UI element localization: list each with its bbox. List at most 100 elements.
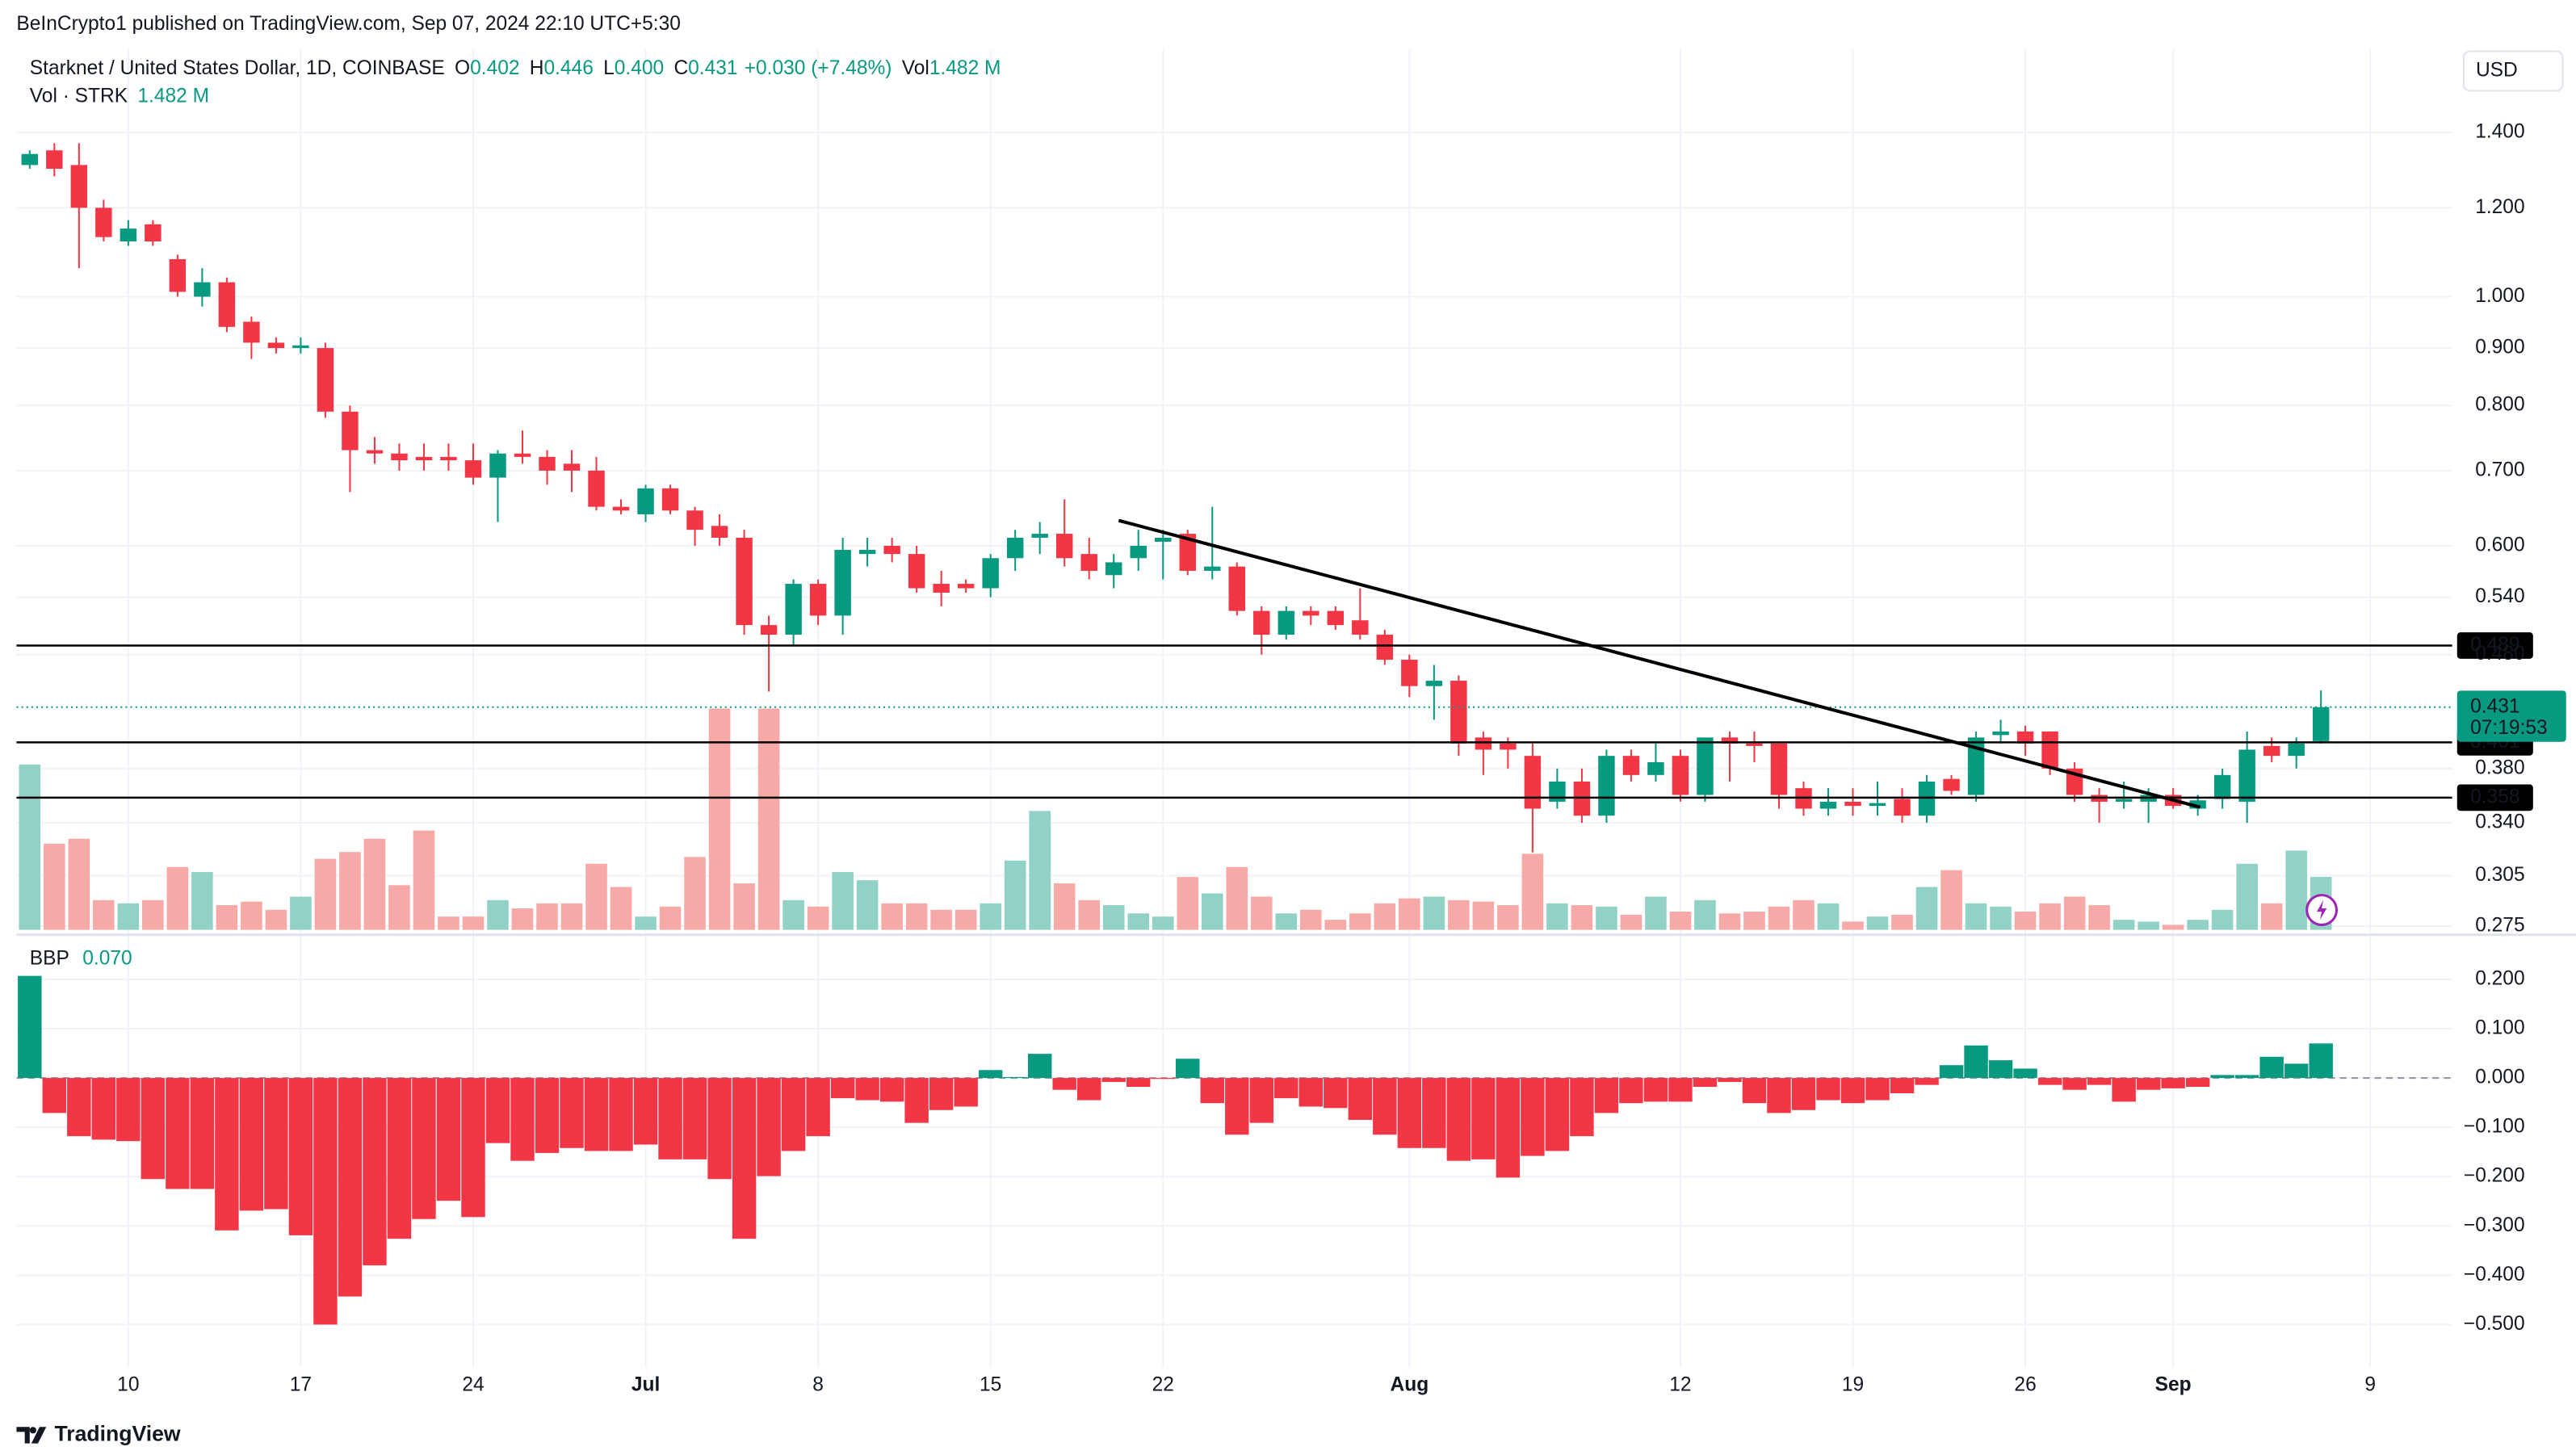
currency-button[interactable] xyxy=(2462,50,2564,92)
candle-body xyxy=(1721,737,1739,744)
y-tick-label: 0.540 xyxy=(2475,585,2524,607)
candle-body xyxy=(1006,537,1024,559)
bbp-bar xyxy=(141,1078,166,1180)
candle-body xyxy=(1894,799,1911,816)
bbp-bar xyxy=(1964,1045,1988,1079)
volume-bar xyxy=(413,830,435,930)
volume-bar xyxy=(2162,925,2184,930)
bbp-bar xyxy=(1619,1078,1643,1104)
currency-label[interactable]: USD xyxy=(2476,59,2518,81)
candle-body xyxy=(1819,801,1837,809)
volume-bar xyxy=(2014,912,2037,930)
flash-icon[interactable] xyxy=(2305,894,2339,926)
legend-value: 0.446 xyxy=(543,57,593,79)
candle-body xyxy=(612,506,630,511)
volume-bar xyxy=(757,708,780,930)
bbp-bar xyxy=(732,1078,757,1239)
volume-bar xyxy=(314,858,337,930)
bbp-bar xyxy=(658,1078,682,1159)
flash-icon-bolt[interactable] xyxy=(2316,899,2327,920)
x-tick-label: 22 xyxy=(1152,1374,1174,1396)
volume-bar xyxy=(1423,896,1445,930)
candle-body xyxy=(1228,566,1245,611)
bbp-bar xyxy=(436,1078,461,1201)
candle-body xyxy=(1105,562,1122,576)
bbp-bar xyxy=(1298,1078,1324,1107)
volume-bar xyxy=(1669,912,1692,930)
volume-bar xyxy=(2039,903,2061,930)
candle-body xyxy=(1327,610,1345,626)
volume-bar xyxy=(241,901,262,930)
volume-value: 1.482 M xyxy=(137,86,209,107)
candle-body xyxy=(1155,537,1172,542)
volume-bar xyxy=(980,903,1001,930)
level-label: 0.489 xyxy=(2470,634,2519,656)
volume-bar xyxy=(339,852,361,930)
y-tick-label: 1.400 xyxy=(2475,121,2524,143)
bbp-bar xyxy=(510,1078,535,1161)
volume-bar xyxy=(44,844,65,930)
y-tick-label: 0.600 xyxy=(2475,534,2524,556)
volume-bar xyxy=(1817,903,1840,930)
volume-bar xyxy=(1768,906,1790,930)
candle-body xyxy=(366,450,384,454)
volume-bar xyxy=(2236,863,2258,930)
bbp-bar xyxy=(1151,1078,1175,1080)
bbp-bar xyxy=(929,1078,954,1110)
volume-bar xyxy=(216,905,238,930)
x-tick-label: 12 xyxy=(1669,1374,1691,1396)
x-tick-label: Jul xyxy=(631,1374,660,1396)
volume-bar xyxy=(1521,853,1544,930)
bbp-bar xyxy=(1397,1078,1422,1148)
bbp-bar xyxy=(2062,1078,2087,1090)
candle-body xyxy=(957,584,975,589)
last-price-box xyxy=(2456,690,2566,742)
candle-body xyxy=(2263,745,2280,757)
volume-bar xyxy=(1620,914,1643,930)
volume-bar xyxy=(1718,913,1741,930)
bbp-bar xyxy=(879,1078,904,1102)
candle-body xyxy=(711,526,728,538)
bbp-bar xyxy=(1200,1078,1224,1104)
legend-volume-value: 1.482 M xyxy=(929,57,1001,79)
candle-body xyxy=(1869,803,1886,807)
y-tick-label: 1.000 xyxy=(2475,285,2524,307)
bbp-bar xyxy=(560,1078,584,1148)
volume-bar xyxy=(1694,899,1716,930)
symbol-title: Starknet / United States Dollar, 1D, COI… xyxy=(30,57,445,79)
candle-body xyxy=(145,224,162,242)
bbp-bar xyxy=(2309,1043,2333,1079)
candle-body xyxy=(661,488,679,511)
candle-body xyxy=(1549,781,1566,802)
bbp-bar xyxy=(682,1078,707,1159)
y-tick-label: −0.300 xyxy=(2464,1214,2525,1236)
candle-body xyxy=(858,550,876,555)
volume-bar xyxy=(635,916,657,930)
candle-body xyxy=(2213,774,2231,799)
bbp-bar xyxy=(2284,1063,2309,1079)
bbp-bar xyxy=(288,1078,313,1235)
legend-value: 0.431 xyxy=(688,57,737,79)
bbp-bar xyxy=(215,1078,239,1231)
volume-bar xyxy=(1226,866,1248,930)
candle-body xyxy=(1500,743,1517,750)
bbp-bar xyxy=(91,1078,116,1140)
bbp-bar xyxy=(1570,1078,1594,1137)
volume-bar xyxy=(290,896,312,930)
volume-bar xyxy=(1965,903,1987,930)
candle-body xyxy=(1179,534,1196,571)
volume-bar xyxy=(1448,899,1470,930)
volume-bar xyxy=(166,866,189,930)
volume-bar xyxy=(1127,913,1150,930)
x-tick-label: 9 xyxy=(2364,1374,2376,1396)
bbp-bar xyxy=(313,1078,338,1325)
bbp-bar xyxy=(116,1078,141,1142)
y-tick-label: −0.100 xyxy=(2464,1116,2525,1138)
bbp-bar xyxy=(2136,1078,2161,1090)
bbp-bar xyxy=(2013,1068,2037,1079)
volume-bar xyxy=(2063,896,2086,930)
x-tick-label: 19 xyxy=(1842,1374,1864,1396)
bbp-bar xyxy=(42,1078,67,1113)
y-tick-label: 0.700 xyxy=(2475,459,2524,480)
x-tick-label: 15 xyxy=(980,1374,1001,1396)
